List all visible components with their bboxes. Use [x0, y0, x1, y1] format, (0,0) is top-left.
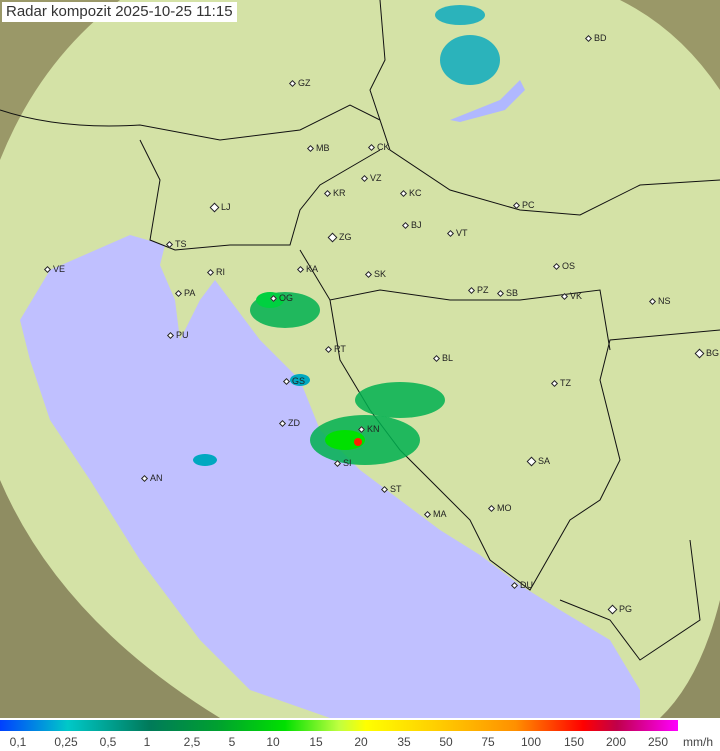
scale-tick: 0,1 — [9, 735, 27, 749]
city-label-tz: TZ — [560, 378, 571, 388]
city-label-zg: ZG — [339, 232, 352, 242]
city-label-sb: SB — [506, 288, 519, 298]
city-label-gs: GS — [292, 376, 306, 386]
lake-balaton — [450, 80, 525, 122]
city-label-og: OG — [279, 293, 294, 303]
city-label-kr: KR — [333, 188, 346, 198]
city-label-vk: VK — [570, 291, 583, 301]
city-label-rt: RT — [334, 344, 346, 354]
city-label-ck: CK — [377, 142, 390, 152]
city-label-bg: BG — [706, 348, 720, 358]
map-title: Radar kompozit 2025-10-25 11:15 — [2, 2, 237, 22]
scale-tick: 0,5 — [99, 735, 117, 749]
city-label-an: AN — [150, 473, 163, 483]
city-label-si: SI — [343, 458, 352, 468]
scale-tick: 200 — [605, 735, 627, 749]
scale-tick: 35 — [397, 735, 411, 749]
city-label-pg: PG — [619, 604, 633, 614]
city-label-sk: SK — [374, 269, 387, 279]
city-label-vz: VZ — [370, 173, 382, 183]
city-label-sa: SA — [538, 456, 551, 466]
city-label-bd: BD — [594, 33, 607, 43]
city-label-gz: GZ — [298, 78, 311, 88]
scale-tick: 150 — [563, 735, 585, 749]
outer-edge-bottom-right — [660, 600, 720, 718]
city-label-ma: MA — [433, 509, 447, 519]
scale-tick: 15 — [309, 735, 323, 749]
city-label-du: DU — [520, 580, 533, 590]
city-label-kc: KC — [409, 188, 422, 198]
city-label-ka: KA — [306, 264, 319, 274]
scale-tick: 5 — [228, 735, 236, 749]
city-label-pz: PZ — [477, 285, 489, 295]
city-label-vt: VT — [456, 228, 468, 238]
city-label-ns: NS — [658, 296, 671, 306]
city-label-lj: LJ — [221, 202, 231, 212]
city-label-bj: BJ — [411, 220, 422, 230]
color-scale-bar — [0, 720, 678, 731]
scale-tick: 10 — [266, 735, 280, 749]
legend-unit: mm/h — [683, 735, 713, 749]
city-label-os: OS — [562, 261, 576, 271]
outer-edge-left — [0, 0, 120, 160]
scale-tick: 75 — [481, 735, 495, 749]
precipitation — [193, 5, 500, 466]
city-label-st: ST — [390, 484, 402, 494]
scale-tick: 2,5 — [183, 735, 201, 749]
radar-map — [0, 0, 720, 718]
city-label-kn: KN — [367, 424, 380, 434]
outer-edge-right — [620, 0, 720, 90]
scale-tick: 20 — [354, 735, 368, 749]
city-label-ts: TS — [175, 239, 187, 249]
city-label-mb: MB — [316, 143, 330, 153]
scale-tick: 50 — [439, 735, 453, 749]
scale-tick: 250 — [647, 735, 669, 749]
city-label-pa: PA — [184, 288, 196, 298]
city-label-ri: RI — [216, 267, 225, 277]
sea — [20, 235, 640, 718]
city-label-pc: PC — [522, 200, 535, 210]
city-label-pu: PU — [176, 330, 189, 340]
scale-tick: 1 — [143, 735, 151, 749]
city-label-zd: ZD — [288, 418, 300, 428]
scale-tick: 100 — [520, 735, 542, 749]
outer-edge-bottom-left — [0, 480, 220, 718]
city-label-ve: VE — [53, 264, 66, 274]
city-label-mo: MO — [497, 503, 512, 513]
city-label-bl: BL — [442, 353, 454, 363]
scale-tick: 0,25 — [54, 735, 78, 749]
